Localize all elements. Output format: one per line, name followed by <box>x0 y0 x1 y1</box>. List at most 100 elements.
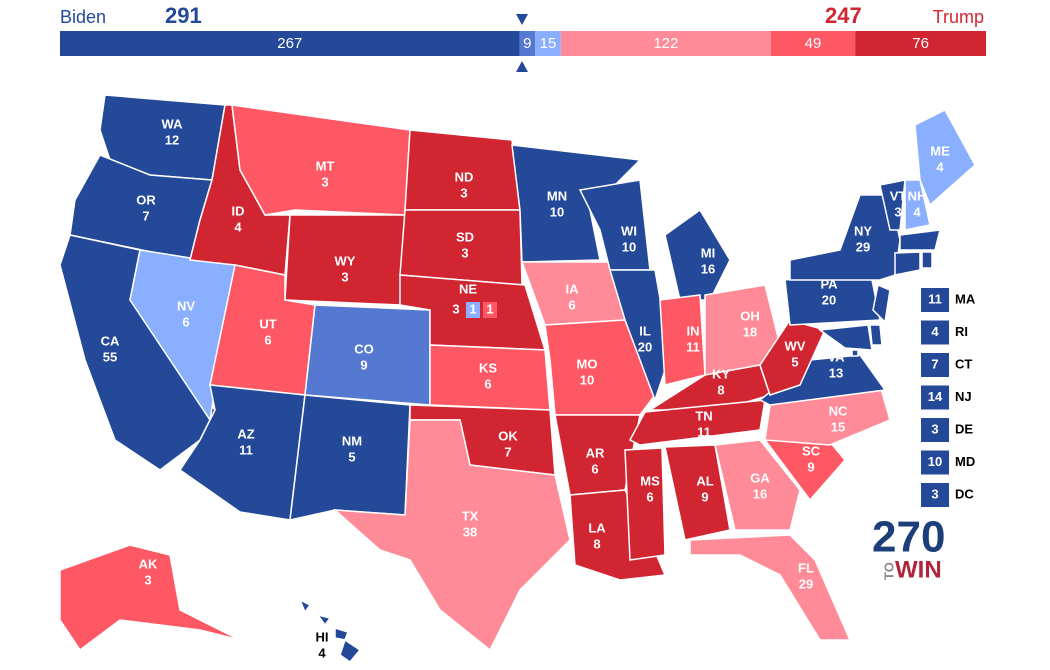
state-ev: 4 <box>913 204 921 219</box>
state-ev: 6 <box>568 297 575 312</box>
state-abbr: OH <box>740 308 760 323</box>
logo-to: TO <box>881 562 896 580</box>
district-box <box>466 302 480 318</box>
right-name: Trump <box>933 7 984 27</box>
state-abbr: NE <box>459 281 477 296</box>
bar-segment <box>560 31 771 56</box>
state-abbr: AZ <box>237 426 254 441</box>
state <box>59 544 241 652</box>
state-box-ev: 3 <box>931 421 938 436</box>
state-box-abbr: RI <box>955 324 968 339</box>
state <box>298 598 312 614</box>
bar-segment-label: 15 <box>540 35 557 52</box>
bar-segment <box>60 31 520 56</box>
state-abbr: NY <box>854 223 872 238</box>
state-ev: 16 <box>701 261 715 276</box>
state-box-abbr: MA <box>955 291 976 306</box>
state-box <box>921 288 949 312</box>
state-ev: 6 <box>591 461 598 476</box>
state-ev: 8 <box>593 536 600 551</box>
state <box>624 447 666 561</box>
state-abbr: IL <box>639 323 651 338</box>
state-abbr: WY <box>335 253 356 268</box>
state <box>332 419 571 652</box>
map: WA12OR7CA55NV6ID4MT3WY3UT6CO9AZ11NM5ND3S… <box>59 94 976 664</box>
bar-segment-label: 9 <box>523 35 531 52</box>
state <box>872 283 891 324</box>
state-ev: 13 <box>829 365 843 380</box>
state-abbr: UT <box>259 316 276 331</box>
state-ev: 6 <box>264 332 271 347</box>
state-ev: 10 <box>622 239 636 254</box>
state-ev: 29 <box>856 239 870 254</box>
bar-segment-label: 122 <box>653 35 678 52</box>
state-ev: 29 <box>799 576 813 591</box>
state-ev: 3 <box>461 245 468 260</box>
state-ev: 38 <box>463 524 477 539</box>
state <box>894 251 921 276</box>
marker-top <box>516 14 528 25</box>
state-box <box>921 418 949 442</box>
state-box <box>921 483 949 507</box>
state-abbr: ME <box>930 143 950 158</box>
state-ev: 6 <box>182 314 189 329</box>
bar-segment <box>535 31 561 56</box>
state <box>511 144 642 263</box>
state-abbr: AK <box>139 556 158 571</box>
state-abbr: CA <box>101 333 120 348</box>
state-box-ev: 3 <box>931 486 938 501</box>
state <box>664 208 731 301</box>
state-box <box>921 385 949 410</box>
state-abbr: VA <box>827 349 845 364</box>
state-ev: 12 <box>165 132 179 147</box>
ev-bar: 267 9 15 122 49 76 <box>60 14 986 72</box>
state-ev: 4 <box>234 219 242 234</box>
state-ev: 6 <box>484 376 491 391</box>
district-box <box>483 302 497 318</box>
state-abbr: WI <box>621 223 637 238</box>
state-ev: 3 <box>894 204 901 219</box>
state-box-ev: 4 <box>931 324 939 339</box>
state-ev: 8 <box>717 382 724 397</box>
state-ev: 10 <box>550 204 564 219</box>
state-ev: 6 <box>646 489 653 504</box>
state-abbr: NM <box>342 433 362 448</box>
state-abbr: NV <box>177 298 195 313</box>
state-abbr: GA <box>750 470 770 485</box>
state-abbr: KS <box>479 360 497 375</box>
bar-segment-label: 49 <box>805 35 822 52</box>
state-ev: 20 <box>638 339 652 354</box>
state-abbr: OR <box>136 192 156 207</box>
state-box-ev: 10 <box>928 454 942 469</box>
state-abbr: WA <box>162 116 184 131</box>
state-ev: 11 <box>697 424 711 439</box>
bar-segment-label: 267 <box>277 35 302 52</box>
district-ev: 1 <box>469 301 476 316</box>
state-abbr: ID <box>232 203 245 218</box>
state-abbr: TX <box>462 508 479 523</box>
state <box>904 179 931 231</box>
state-abbr: AR <box>586 445 605 460</box>
state-ev: 16 <box>753 486 767 501</box>
state <box>817 324 873 351</box>
state-abbr: NH <box>908 188 927 203</box>
left-name: Biden <box>60 7 106 27</box>
state-ev: 20 <box>822 292 836 307</box>
state-abbr: MS <box>640 473 660 488</box>
state-abbr: MI <box>701 245 715 260</box>
state-ev: 3 <box>460 185 467 200</box>
state-box-ev: 11 <box>928 291 942 306</box>
state-abbr: NC <box>829 403 848 418</box>
state-box-abbr: DE <box>955 421 973 436</box>
state-ev: 5 <box>791 354 798 369</box>
state-box-abbr: NJ <box>955 389 972 404</box>
state-box-abbr: DC <box>955 486 974 501</box>
state-abbr: ND <box>455 169 474 184</box>
state-ev: 3 <box>144 572 151 587</box>
small-state-list: 11 MA 4 RI 7 CT 14 NJ 3 DE 10 MD 3 DC <box>921 288 976 507</box>
right-total: 247 <box>825 3 862 28</box>
district-ev: 3 <box>452 301 459 316</box>
state-abbr: MT <box>316 158 335 173</box>
state-ev: 4 <box>936 159 944 174</box>
